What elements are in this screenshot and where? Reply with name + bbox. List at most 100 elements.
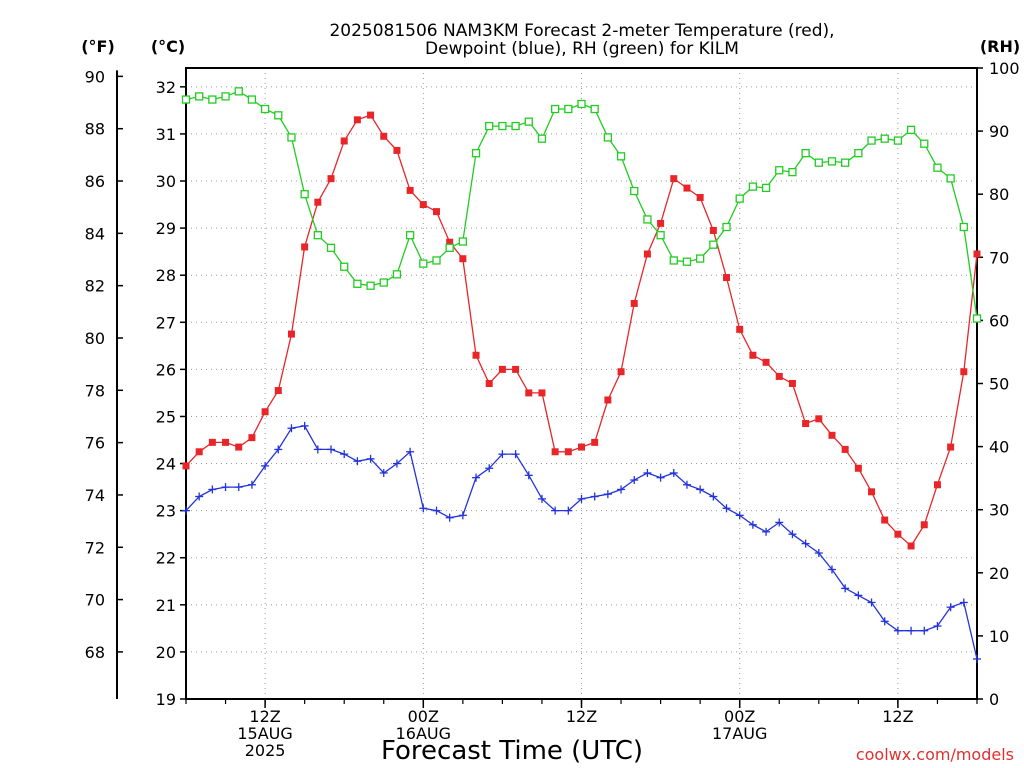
celsius-tick-label: 31 <box>156 125 176 144</box>
data-point <box>867 136 876 145</box>
data-point <box>181 95 191 104</box>
data-point <box>709 240 718 249</box>
data-point <box>550 104 560 114</box>
data-point <box>471 149 481 158</box>
fahrenheit-tick-label: 70 <box>85 591 105 610</box>
data-point <box>854 464 862 472</box>
data-point <box>419 504 428 513</box>
data-point <box>827 157 837 166</box>
data-point <box>670 175 678 183</box>
fahrenheit-axis-unit: (°F) <box>81 37 115 56</box>
rh-tick-label: 10 <box>989 627 1009 646</box>
data-point <box>880 134 889 143</box>
data-point <box>617 368 625 376</box>
x-tick-label: 00Z <box>724 707 755 726</box>
celsius-tick-label: 29 <box>156 219 176 238</box>
data-point <box>432 208 440 216</box>
data-point <box>696 485 705 494</box>
data-point <box>643 250 651 258</box>
data-point <box>709 492 718 501</box>
fahrenheit-tick-label: 82 <box>85 277 105 296</box>
data-point <box>287 133 296 142</box>
data-point <box>868 488 876 496</box>
data-point <box>274 445 283 454</box>
data-point <box>287 424 296 433</box>
data-point <box>458 511 467 520</box>
data-point <box>946 174 955 183</box>
celsius-tick-label: 27 <box>156 313 176 332</box>
data-point <box>524 471 533 480</box>
data-point <box>208 438 216 446</box>
data-point <box>208 95 217 104</box>
data-point <box>972 314 982 323</box>
data-point <box>828 431 836 439</box>
data-point <box>854 591 863 600</box>
rh-tick-label: 90 <box>989 122 1009 141</box>
watermark: coolwx.com/models <box>856 745 1014 764</box>
fahrenheit-tick-label: 80 <box>85 329 105 348</box>
data-point <box>247 95 257 104</box>
data-point <box>894 530 902 538</box>
data-point <box>881 516 889 524</box>
data-point <box>537 494 546 503</box>
rh-axis-unit: (RH) <box>980 37 1020 56</box>
data-point <box>260 104 270 114</box>
data-point <box>841 445 849 453</box>
data-point <box>722 504 731 513</box>
data-point <box>630 186 639 196</box>
celsius-tick-label: 23 <box>156 502 176 521</box>
x-tick-label: 12Z <box>882 707 913 726</box>
data-point <box>511 121 520 131</box>
data-point <box>933 622 942 631</box>
data-point <box>379 278 388 287</box>
data-point <box>367 111 375 119</box>
x-axis-title: Forecast Time (UTC) <box>381 736 643 766</box>
data-point <box>485 121 494 131</box>
data-point <box>775 518 784 527</box>
data-point <box>682 480 691 489</box>
data-point <box>748 520 757 529</box>
data-point <box>274 387 282 395</box>
data-point <box>551 506 560 515</box>
data-point <box>326 243 336 252</box>
x-tick-label: 00Z <box>408 707 439 726</box>
data-point <box>472 351 480 359</box>
data-point <box>920 139 929 148</box>
fahrenheit-tick-label: 88 <box>85 120 105 139</box>
rh-tick-label: 0 <box>989 690 999 709</box>
data-point <box>801 149 810 158</box>
plot-layer <box>181 87 982 663</box>
data-point <box>445 513 454 522</box>
data-point <box>564 506 573 515</box>
data-point <box>761 183 771 193</box>
data-point <box>366 454 375 463</box>
data-point <box>578 443 585 451</box>
data-point <box>893 626 902 635</box>
data-point <box>827 565 836 574</box>
data-point <box>973 250 981 258</box>
data-point <box>709 226 717 234</box>
data-point <box>327 445 336 454</box>
data-point <box>814 549 823 558</box>
x-tick-label: 17AUG <box>712 724 767 743</box>
celsius-tick-label: 24 <box>156 455 176 474</box>
data-point <box>551 448 559 456</box>
rh-tick-label: 100 <box>989 59 1020 78</box>
data-point <box>749 351 757 359</box>
data-point <box>221 92 230 101</box>
data-point <box>182 506 190 515</box>
fahrenheit-tick-label: 76 <box>85 434 105 453</box>
data-point <box>775 372 783 380</box>
data-point <box>234 483 243 492</box>
data-point <box>683 184 691 192</box>
data-point <box>630 476 639 485</box>
data-point <box>933 481 941 489</box>
data-point <box>498 365 506 373</box>
data-point <box>195 492 204 501</box>
data-point <box>340 450 349 459</box>
x-tick-label: 12Z <box>566 707 597 726</box>
data-point <box>762 358 770 366</box>
data-point <box>248 434 256 442</box>
celsius-tick-label: 30 <box>156 172 176 191</box>
